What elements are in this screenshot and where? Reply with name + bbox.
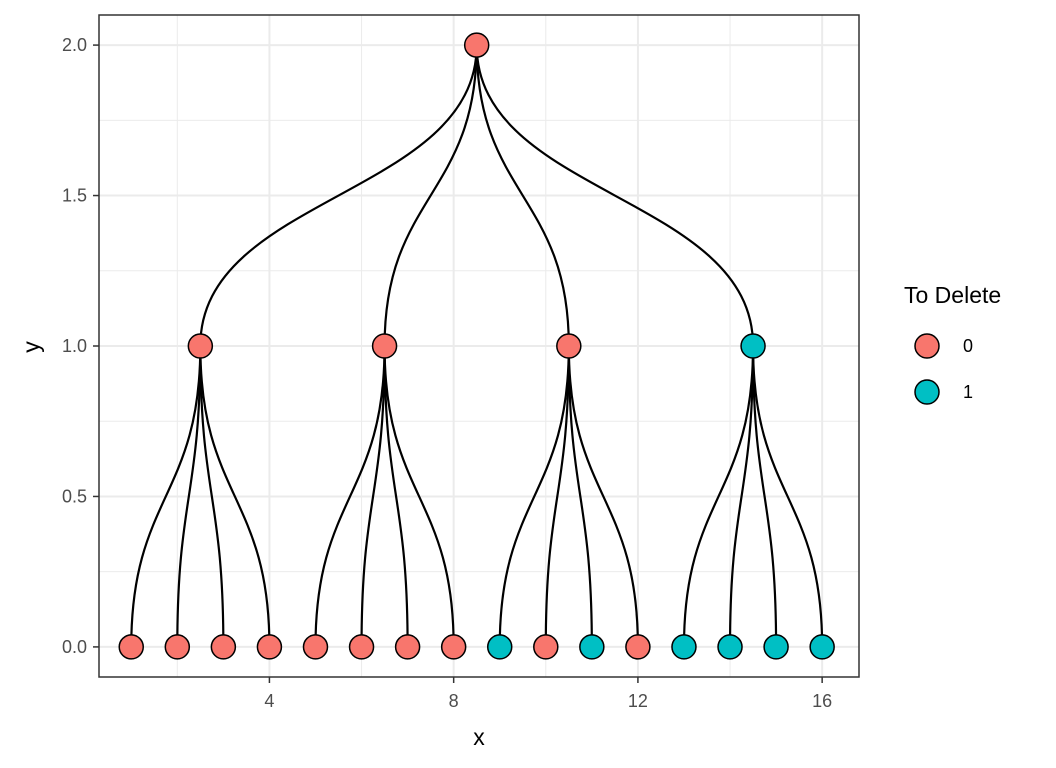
y-tick-label: 0.0 bbox=[62, 637, 87, 657]
tree-node bbox=[187, 333, 214, 359]
tree-node bbox=[371, 333, 398, 359]
tree-node bbox=[556, 333, 582, 359]
tree-edges bbox=[130, 45, 824, 647]
x-tick-label: 16 bbox=[812, 691, 832, 711]
tree-node bbox=[486, 634, 513, 660]
tree-edge bbox=[475, 45, 570, 347]
tree-edge bbox=[475, 45, 755, 347]
tree-node bbox=[625, 634, 651, 660]
tree-edge bbox=[728, 345, 755, 647]
tree-edge bbox=[751, 345, 778, 647]
y-tick-label: 1.0 bbox=[62, 336, 87, 356]
tree-node bbox=[463, 32, 490, 58]
tree-node bbox=[533, 634, 559, 660]
tree-node bbox=[579, 634, 605, 660]
tree-edge bbox=[130, 345, 202, 647]
tree-node bbox=[717, 634, 743, 660]
legend-key bbox=[914, 379, 940, 405]
tree-edge bbox=[360, 345, 386, 647]
tree-edge bbox=[383, 345, 409, 647]
y-axis-title: y bbox=[18, 341, 44, 353]
tree-edge bbox=[199, 345, 271, 647]
x-axis-title: x bbox=[473, 724, 485, 750]
tree-edge bbox=[498, 345, 570, 647]
tree-node bbox=[740, 333, 766, 359]
tree-node bbox=[671, 634, 697, 660]
y-tick-label: 0.5 bbox=[62, 486, 87, 506]
tree-edge bbox=[199, 45, 478, 347]
tree-edge bbox=[567, 345, 640, 647]
tree-node bbox=[763, 634, 789, 660]
tree-node bbox=[809, 634, 835, 660]
tree-node bbox=[210, 634, 237, 660]
legend-key bbox=[914, 333, 940, 359]
tree-node bbox=[302, 634, 329, 660]
tree-node bbox=[440, 634, 467, 660]
tree-edge bbox=[176, 345, 202, 647]
tree-node bbox=[394, 634, 421, 660]
legend-label: 1 bbox=[963, 382, 973, 402]
tree-edge bbox=[199, 345, 225, 647]
tree-edge bbox=[682, 345, 755, 647]
x-tick-label: 4 bbox=[264, 691, 274, 711]
legend-label: 0 bbox=[963, 336, 973, 356]
tree-node bbox=[164, 634, 191, 660]
x-tick-label: 12 bbox=[628, 691, 648, 711]
tree-nodes bbox=[118, 32, 835, 660]
tree-edge bbox=[544, 345, 570, 647]
tree-edge bbox=[567, 345, 593, 647]
y-tick-label: 1.5 bbox=[62, 186, 87, 206]
tree-edge bbox=[383, 45, 478, 347]
tree-edge bbox=[314, 345, 386, 647]
x-axis: 4 8 12 16 bbox=[264, 677, 832, 711]
tree-edge bbox=[383, 345, 455, 647]
tree-node bbox=[348, 634, 375, 660]
tree-node bbox=[256, 634, 283, 660]
x-tick-label: 8 bbox=[449, 691, 459, 711]
y-tick-label: 2.0 bbox=[62, 35, 87, 55]
major-gridlines bbox=[99, 15, 859, 677]
tree-edge bbox=[751, 345, 824, 647]
legend: To Delete 0 1 bbox=[904, 282, 1001, 405]
y-axis: 0.0 0.5 1.0 1.5 2.0 bbox=[62, 35, 99, 657]
legend-title: To Delete bbox=[904, 282, 1001, 308]
tree-node bbox=[118, 634, 144, 660]
